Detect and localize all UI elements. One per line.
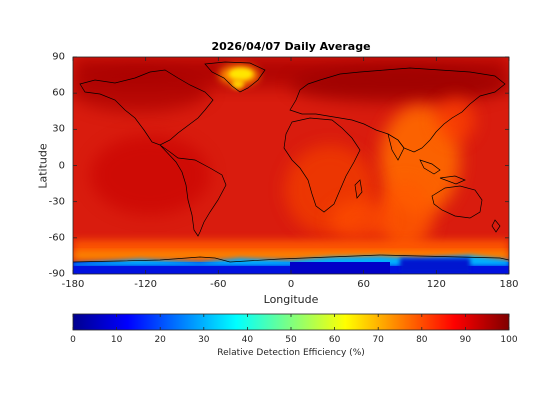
x-tick-label: -120 xyxy=(134,279,158,290)
y-axis-label: Latitude xyxy=(36,143,50,189)
coastline-south-america xyxy=(159,144,227,237)
tick-marks xyxy=(72,56,510,275)
colorbar-tick-label: 0 xyxy=(70,335,76,345)
colorbar-tick-label: 70 xyxy=(372,335,384,345)
heatmap xyxy=(73,57,509,274)
colorbar-tick-label: 80 xyxy=(416,335,428,345)
x-tick-label: 120 xyxy=(426,279,446,290)
y-tick-label: -90 xyxy=(48,268,65,280)
colorbar-tick-label: 90 xyxy=(459,335,472,345)
coastline-africa xyxy=(283,117,361,213)
y-tick-label: 0 xyxy=(58,160,65,171)
colorbar-tick-label: 100 xyxy=(500,335,518,345)
colorbar-tick-label: 10 xyxy=(110,335,123,345)
x-tick-label: -60 xyxy=(210,279,227,290)
x-axis-label: Longitude xyxy=(263,293,319,306)
chart-title: 2026/04/07 Daily Average xyxy=(211,40,371,53)
colorbar-tick-label: 40 xyxy=(241,335,254,345)
y-tick-label: 90 xyxy=(52,51,65,63)
colorbar-label: Relative Detection Efficiency (%) xyxy=(217,348,365,358)
coastline-north-america xyxy=(79,69,214,146)
y-tick-label: 30 xyxy=(52,123,65,135)
x-tick-label: 180 xyxy=(499,279,519,290)
x-tick-label: -180 xyxy=(61,279,85,290)
colorbar-tick-marks xyxy=(72,314,510,330)
x-tick-label: 0 xyxy=(287,279,295,290)
colorbar-tick-label: 30 xyxy=(198,335,210,345)
coastline-eurasia xyxy=(289,67,506,153)
coastline-antarctica xyxy=(73,254,509,263)
coastline-greenland xyxy=(204,61,266,93)
colorbar-tick-label: 50 xyxy=(285,335,297,345)
y-tick-label: -30 xyxy=(48,196,65,208)
coastline-australia xyxy=(431,185,483,219)
colorbar-tick-label: 60 xyxy=(328,335,341,345)
coastlines xyxy=(73,61,509,263)
y-tick-label: -60 xyxy=(48,232,65,244)
colorbar-tick-label: 20 xyxy=(154,335,166,345)
y-tick-label: 60 xyxy=(52,87,65,99)
x-tick-label: 60 xyxy=(357,279,371,290)
